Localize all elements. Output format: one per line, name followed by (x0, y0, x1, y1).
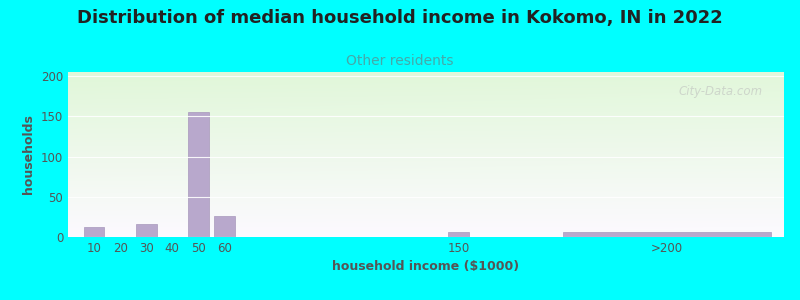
Bar (562, 232, 771, 237)
Bar (214, 216, 234, 237)
X-axis label: household income ($1000): household income ($1000) (333, 260, 519, 273)
Bar (136, 224, 157, 237)
Text: City-Data.com: City-Data.com (678, 85, 762, 98)
Bar (84, 227, 105, 237)
Text: Other residents: Other residents (346, 54, 454, 68)
Text: Distribution of median household income in Kokomo, IN in 2022: Distribution of median household income … (77, 9, 723, 27)
Y-axis label: households: households (22, 115, 35, 194)
Bar (188, 112, 209, 237)
Bar (448, 232, 469, 237)
